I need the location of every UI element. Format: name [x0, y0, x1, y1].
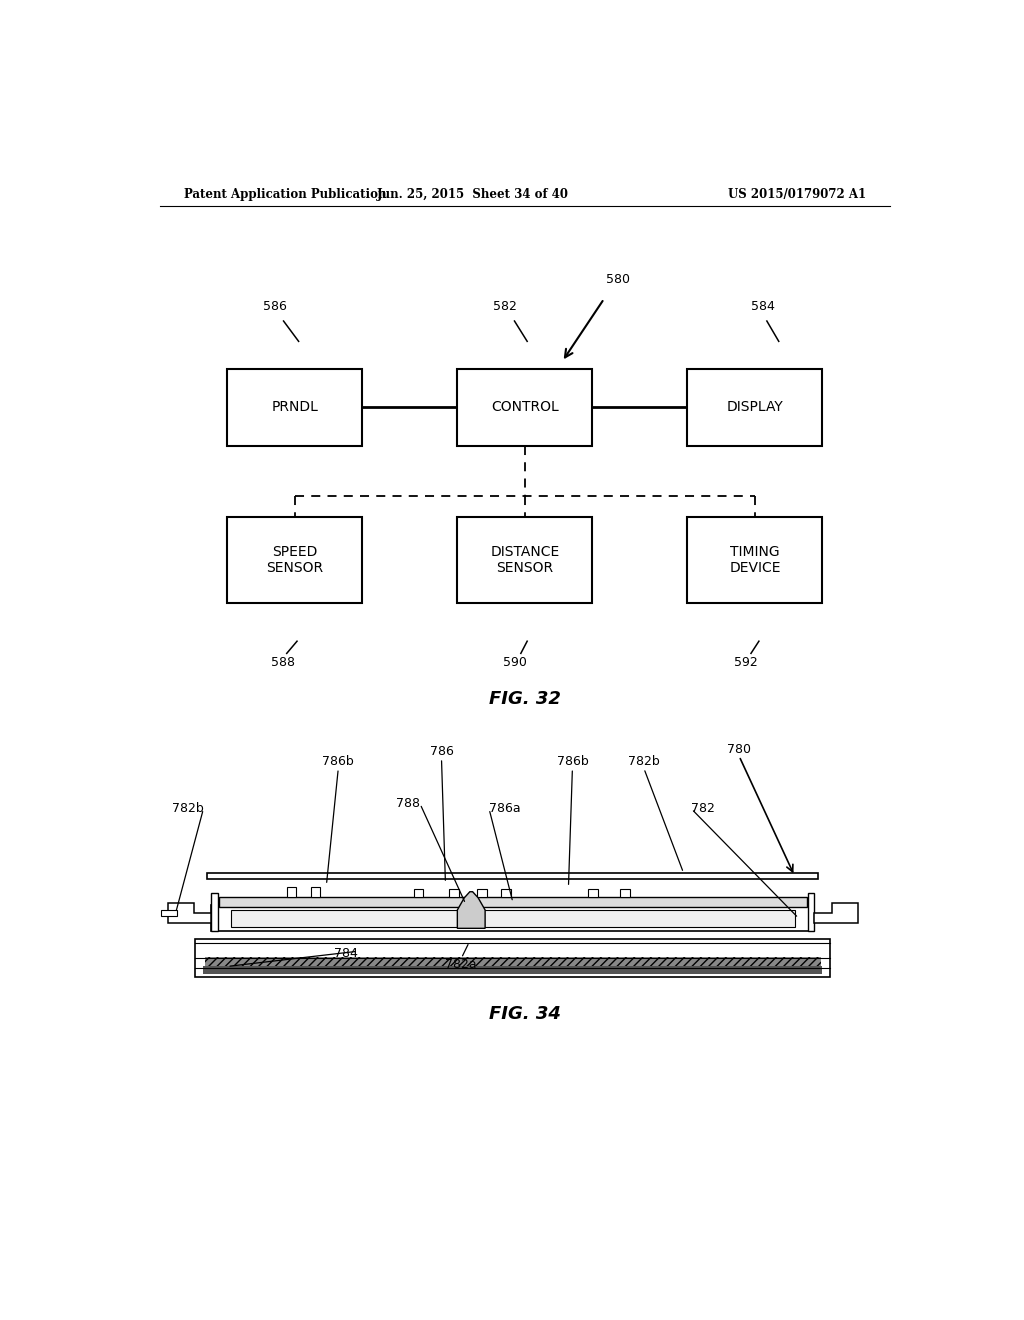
- Text: 782b: 782b: [628, 755, 659, 768]
- Bar: [620, 890, 630, 898]
- Text: SPEED
SENSOR: SPEED SENSOR: [266, 545, 324, 576]
- Text: TIMING
DEVICE: TIMING DEVICE: [729, 545, 780, 576]
- Bar: [162, 909, 177, 916]
- Text: 584: 584: [751, 300, 775, 313]
- Bar: [207, 873, 818, 879]
- Bar: [205, 957, 821, 974]
- Text: Jun. 25, 2015  Sheet 34 of 40: Jun. 25, 2015 Sheet 34 of 40: [377, 189, 569, 202]
- Text: 780: 780: [727, 743, 751, 756]
- Bar: [196, 939, 830, 977]
- Text: 786b: 786b: [556, 755, 589, 768]
- Bar: [219, 898, 807, 907]
- Text: 782: 782: [691, 803, 716, 816]
- Bar: [287, 887, 296, 898]
- Bar: [501, 890, 511, 898]
- Text: FIG. 32: FIG. 32: [488, 690, 561, 708]
- Bar: [310, 887, 321, 898]
- Bar: [211, 906, 814, 931]
- Text: 786b: 786b: [323, 755, 354, 768]
- Polygon shape: [814, 903, 858, 923]
- Text: 580: 580: [606, 273, 631, 286]
- Bar: [808, 894, 814, 931]
- Text: DISTANCE
SENSOR: DISTANCE SENSOR: [490, 545, 559, 576]
- Bar: [231, 909, 795, 927]
- Text: 784: 784: [334, 946, 358, 960]
- Bar: [204, 966, 822, 974]
- Bar: [477, 890, 486, 898]
- Text: 788: 788: [396, 797, 420, 810]
- Polygon shape: [458, 892, 485, 928]
- Bar: [588, 890, 598, 898]
- Bar: [458, 370, 592, 446]
- Text: 590: 590: [503, 656, 526, 669]
- Text: Patent Application Publication: Patent Application Publication: [183, 189, 386, 202]
- Text: 592: 592: [733, 656, 758, 669]
- Bar: [450, 890, 459, 898]
- Text: US 2015/0179072 A1: US 2015/0179072 A1: [728, 189, 866, 202]
- Bar: [227, 516, 362, 603]
- Bar: [458, 516, 592, 603]
- Text: DISPLAY: DISPLAY: [727, 400, 783, 414]
- Bar: [687, 370, 822, 446]
- Bar: [227, 370, 362, 446]
- Text: 786a: 786a: [489, 803, 521, 816]
- Bar: [414, 890, 423, 898]
- Polygon shape: [168, 903, 211, 923]
- Bar: [211, 894, 218, 931]
- Text: PRNDL: PRNDL: [271, 400, 318, 414]
- Bar: [687, 516, 822, 603]
- Text: CONTROL: CONTROL: [490, 400, 559, 414]
- Text: 782b: 782b: [172, 803, 204, 816]
- Text: 786: 786: [429, 744, 454, 758]
- Text: 782a: 782a: [445, 958, 477, 972]
- Text: 582: 582: [493, 300, 517, 313]
- Text: 586: 586: [263, 300, 287, 313]
- Text: FIG. 34: FIG. 34: [488, 1006, 561, 1023]
- Text: 588: 588: [270, 656, 295, 669]
